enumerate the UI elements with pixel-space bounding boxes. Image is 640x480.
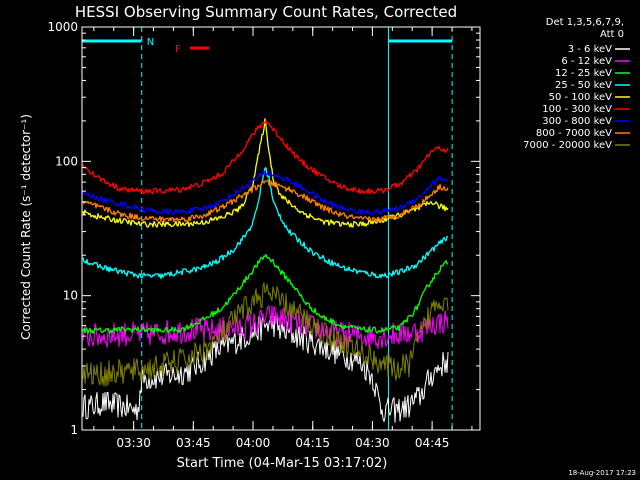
chart-title: HESSI Observing Summary Count Rates, Cor… — [75, 3, 457, 21]
y-tick-label: 100 — [55, 154, 78, 168]
legend-entry-label: 300 - 800 keV — [542, 116, 612, 127]
x-axis-label: Start Time (04-Mar-15 03:17:02) — [177, 456, 388, 471]
legend-entry-label: 50 - 100 keV — [549, 92, 613, 103]
legend-entry-label: 800 - 7000 keV — [536, 128, 612, 139]
y-tick-label: 1000 — [47, 20, 78, 34]
x-tick-label: 04:30 — [355, 436, 390, 450]
legend-entry-label: 25 - 50 keV — [555, 80, 612, 91]
series-line-5 — [82, 120, 449, 195]
x-tick-label: 03:45 — [176, 436, 211, 450]
y-tick-label: 1 — [70, 423, 78, 437]
series-curves — [82, 118, 449, 423]
night-label: N — [147, 37, 154, 48]
y-tick-label: 10 — [63, 289, 78, 303]
legend-header-line: Det 1,3,5,6,7,9, — [546, 17, 624, 28]
x-tick-label: 04:15 — [295, 436, 330, 450]
footer-timestamp: 18-Aug-2017 17:23 — [568, 469, 636, 477]
legend-entry-label: 100 - 300 keV — [542, 104, 612, 115]
x-tick-label: 03:30 — [116, 436, 151, 450]
legend-entry-label: 6 - 12 keV — [561, 56, 612, 67]
series-line-3 — [82, 167, 448, 280]
series-line-8 — [82, 282, 449, 387]
legend-entry-label: 7000 - 20000 keV — [523, 140, 612, 151]
legend-header-line: Att 0 — [600, 29, 624, 40]
series-line-1 — [82, 305, 449, 350]
legend-entry-label: 12 - 25 keV — [555, 68, 612, 79]
series-line-0 — [82, 315, 449, 423]
series-line-6 — [82, 170, 449, 216]
series-line-2 — [82, 253, 449, 335]
plot-area: NF — [82, 27, 453, 430]
legend-entry-label: 3 - 6 keV — [568, 44, 612, 55]
axes: 1 10 100 1000 03:30 03:45 04:00 04:15 04:30 04:45 — [47, 20, 481, 450]
y-axis-label: Corrected Count Rate (s⁻¹ detector⁻¹) — [19, 114, 33, 340]
axes-frame — [81, 26, 481, 431]
series-line-7 — [82, 179, 449, 223]
x-tick-label: 04:45 — [415, 436, 450, 450]
x-tick-label: 04:00 — [236, 436, 271, 450]
flare-label: F — [175, 44, 181, 55]
